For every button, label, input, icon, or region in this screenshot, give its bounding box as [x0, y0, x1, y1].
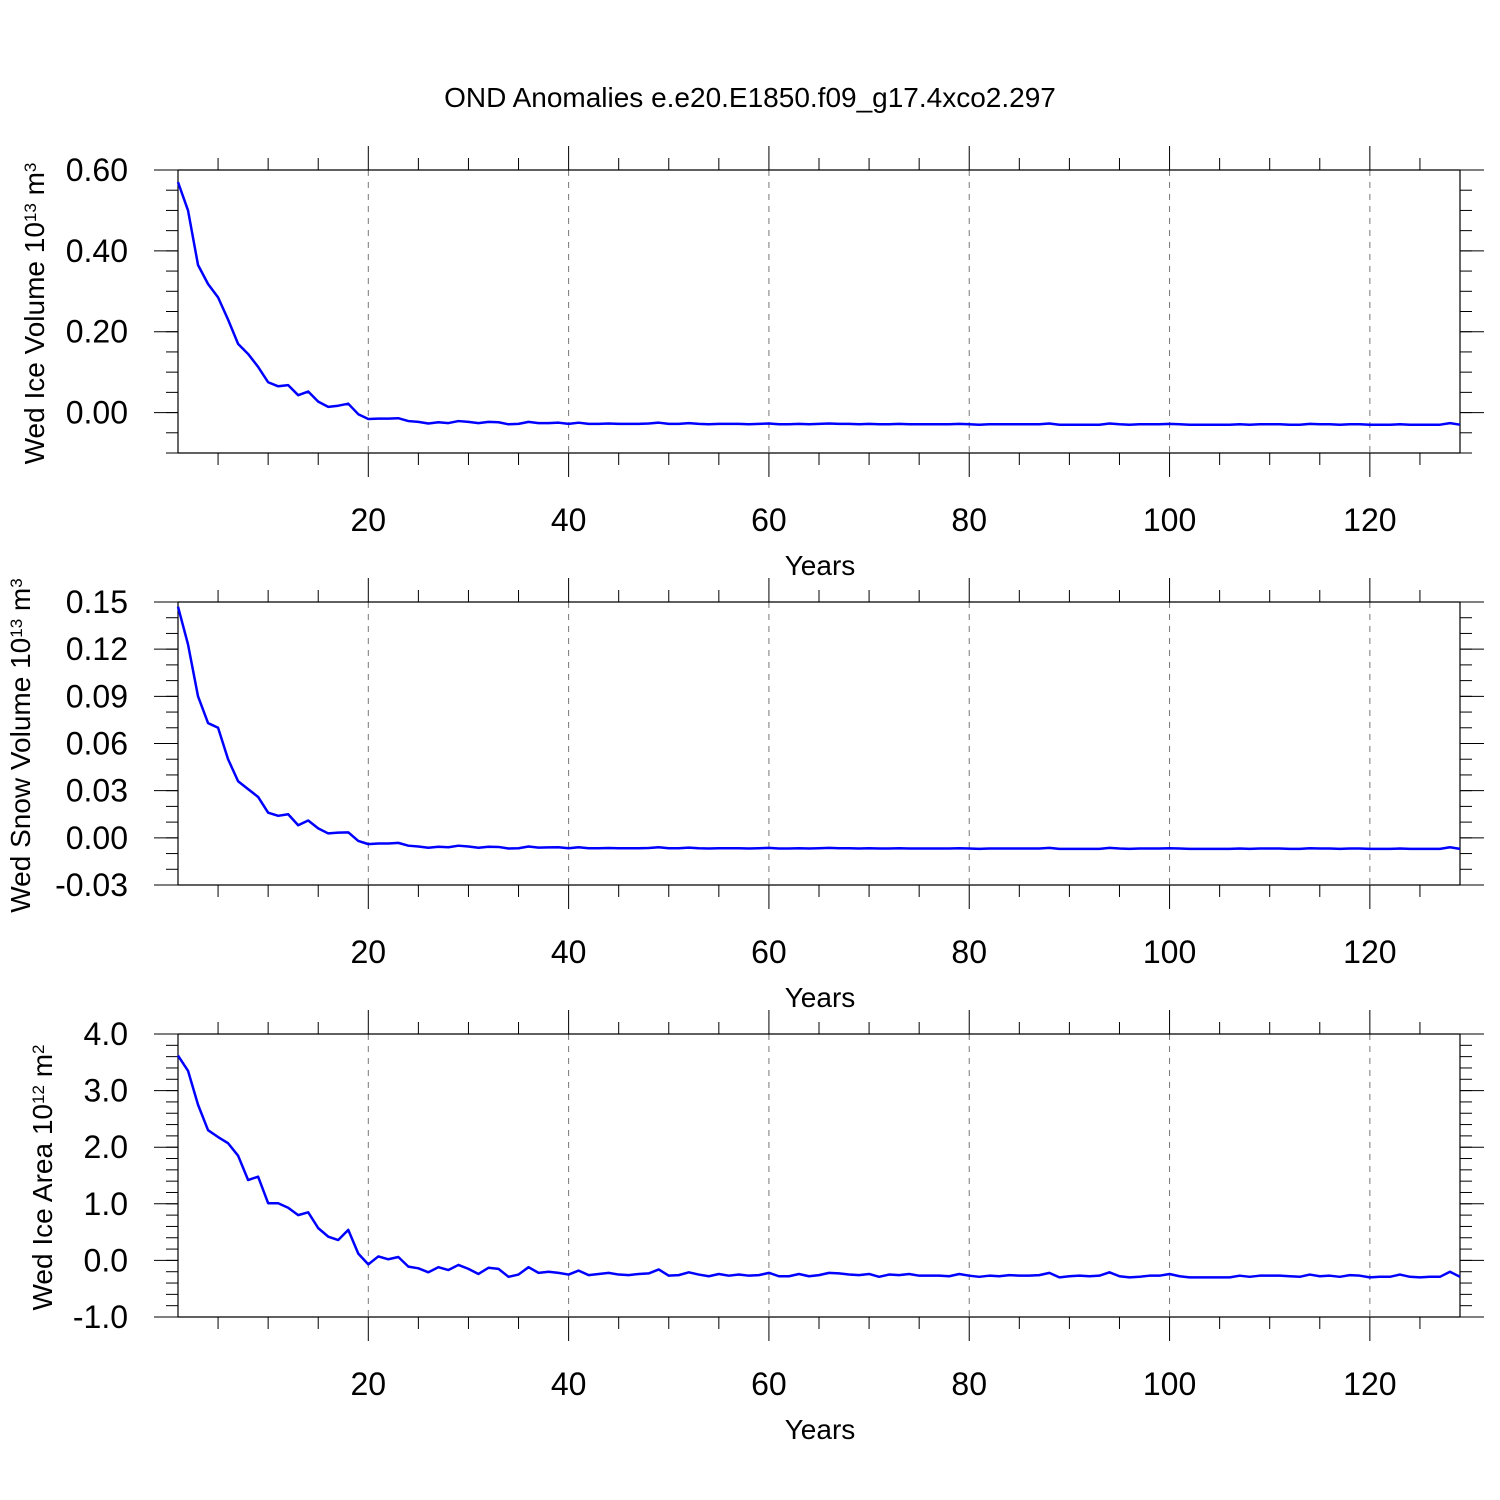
y-tick-label: 0.15	[66, 584, 128, 620]
x-tick-label: 20	[351, 934, 387, 970]
y-tick-label: 0.60	[66, 152, 128, 188]
y-axis-label-exponent: 12	[29, 1085, 48, 1104]
y-tick-label: 3.0	[84, 1073, 128, 1109]
y-tick-label: -1.0	[73, 1299, 128, 1335]
y-tick-label: 0.00	[66, 820, 128, 856]
x-tick-label: 80	[951, 502, 987, 538]
y-axis-label-unit: m	[19, 172, 50, 203]
figure-title: OND Anomalies e.e20.E1850.f09_g17.4xco2.…	[444, 82, 1056, 113]
x-tick-label: 100	[1143, 934, 1196, 970]
x-tick-label: 40	[551, 1366, 587, 1402]
x-tick-label: 100	[1143, 502, 1196, 538]
y-axis-label-text: Wed Snow Volume 10	[5, 638, 36, 913]
y-tick-label: 2.0	[84, 1129, 128, 1165]
chart-panel-1: 20 40 60 80 100 120 Years 0.00 0.20 0.40 0.60 Wed I…	[19, 146, 1484, 581]
y-tick-label: 0.40	[66, 233, 128, 269]
y-tick-label: 4.0	[84, 1016, 128, 1052]
y-tick-label: 0.20	[66, 314, 128, 350]
x-tick-label: 20	[351, 1366, 387, 1402]
x-tick-label: 60	[751, 934, 787, 970]
y-tick-label: 0.06	[66, 726, 128, 762]
x-tick-label: 80	[951, 934, 987, 970]
y-axis-label-exponent: 13	[21, 203, 40, 222]
y-axis-label-unit-exponent: 3	[21, 163, 40, 172]
x-tick-label: 120	[1343, 1366, 1396, 1402]
y-axis-label-unit: m	[5, 588, 36, 619]
x-tick-label: 80	[951, 1366, 987, 1402]
chart-panel-3: 20 40 60 80 100 120 Years -1.0 0.0 1.0 2.0 3.0 4.0 We…	[27, 1010, 1484, 1445]
x-axis-label: Years	[785, 1414, 856, 1445]
x-tick-label: 40	[551, 502, 587, 538]
x-tick-label: 120	[1343, 502, 1396, 538]
y-tick-label: -0.03	[55, 867, 128, 903]
series-line	[176, 606, 1461, 851]
series-line	[176, 181, 1461, 426]
chart-panel-2: 20 40 60 80 100 120 Years -0.03 0.00 0.03 0.06 0.09…	[5, 578, 1484, 1013]
y-tick-label: 0.09	[66, 678, 128, 714]
y-axis-label-text: Wed Ice Volume 10	[19, 222, 50, 464]
x-tick-label: 60	[751, 1366, 787, 1402]
y-axis-label-exponent: 13	[7, 619, 26, 638]
x-tick-label: 120	[1343, 934, 1396, 970]
y-tick-label: 0.03	[66, 773, 128, 809]
y-axis-label: Wed Snow Volume 1013 m3	[5, 578, 36, 912]
x-axis-label: Years	[785, 550, 856, 581]
y-tick-label: 1.0	[84, 1186, 128, 1222]
y-axis-label: Wed Ice Area 1012 m2	[27, 1045, 58, 1311]
y-axis-label-unit-exponent: 3	[7, 578, 26, 587]
y-axis-label-unit-exponent: 2	[29, 1045, 48, 1054]
x-tick-label: 100	[1143, 1366, 1196, 1402]
y-tick-label: 0.12	[66, 631, 128, 667]
x-tick-label: 40	[551, 934, 587, 970]
y-tick-label: 0.00	[66, 395, 128, 431]
series-line	[176, 1054, 1461, 1279]
y-axis-label-text: Wed Ice Area 10	[27, 1104, 58, 1311]
x-tick-label: 60	[751, 502, 787, 538]
x-tick-label: 20	[351, 502, 387, 538]
x-axis-label: Years	[785, 982, 856, 1013]
panels: 20 40 60 80 100 120 Years 0.00 0.20 0.40 0.60 Wed I…	[5, 146, 1484, 1445]
y-axis-label-unit: m	[27, 1054, 58, 1085]
y-tick-label: 0.0	[84, 1242, 128, 1278]
y-axis-label: Wed Ice Volume 1013 m3	[19, 163, 50, 465]
